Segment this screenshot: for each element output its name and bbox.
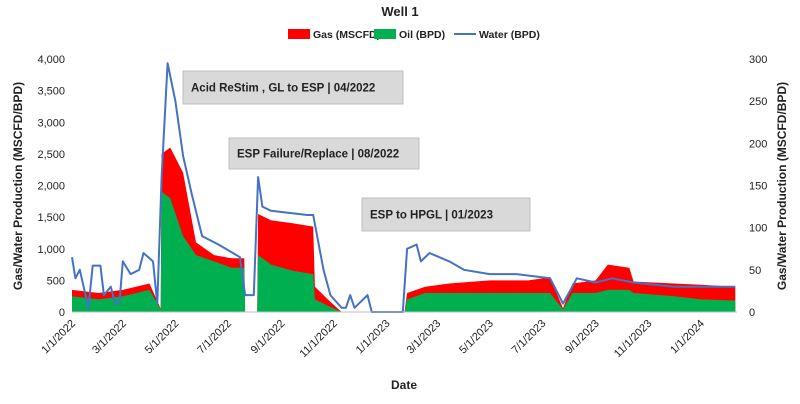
y-left-tick-label: 2,500 bbox=[37, 149, 65, 161]
y-right-tick-label: 300 bbox=[749, 54, 767, 66]
x-tick-label: 3/1/2023 bbox=[405, 318, 444, 357]
y-axis-right-ticks: 0 50 100 150 200 250 300 bbox=[749, 54, 767, 319]
y-left-tick-label: 3,500 bbox=[37, 86, 65, 98]
x-tick-label: 1/1/2023 bbox=[354, 318, 393, 357]
legend-label-water: Water (BPD) bbox=[479, 29, 540, 41]
y-left-tick-label: 1,500 bbox=[37, 212, 65, 224]
x-tick-label: 1/1/2024 bbox=[668, 318, 707, 357]
y-axis-right-title: Gas/Water Production (MSCFD/BPD) bbox=[775, 82, 789, 290]
y-left-tick-label: 3,000 bbox=[37, 117, 65, 129]
y-axis-left-ticks: 0 500 1,000 1,500 2,000 2,500 3,000 3,500 4,000 bbox=[37, 54, 65, 319]
x-axis-title: Date bbox=[391, 378, 417, 392]
annotation-box bbox=[361, 197, 531, 232]
x-tick-label: 7/1/2022 bbox=[195, 318, 234, 357]
annotation-label: Acid ReStim , GL to ESP | 04/2022 bbox=[191, 83, 375, 95]
x-tick-label: 1/1/2022 bbox=[39, 318, 78, 357]
legend-label-oil: Oil (BPD) bbox=[399, 29, 445, 41]
y-right-tick-label: 200 bbox=[749, 138, 767, 150]
legend-label-gas: Gas (MSCFD) bbox=[313, 29, 380, 41]
x-tick-label: 11/1/2022 bbox=[297, 318, 340, 361]
x-tick-label: 9/1/2022 bbox=[249, 318, 288, 357]
y-left-tick-label: 0 bbox=[59, 307, 65, 319]
y-right-tick-label: 250 bbox=[749, 96, 767, 108]
annotation-3: ESP to HPGL | 01/2023 bbox=[361, 197, 531, 232]
x-tick-label: 5/1/2022 bbox=[143, 318, 182, 357]
annotation-box bbox=[228, 137, 420, 170]
y-right-tick-label: 50 bbox=[749, 265, 761, 277]
x-tick-label: 9/1/2023 bbox=[563, 318, 602, 357]
y-left-tick-label: 4,000 bbox=[37, 54, 65, 66]
y-left-tick-label: 1,000 bbox=[37, 244, 65, 256]
y-left-tick-label: 500 bbox=[47, 275, 65, 287]
legend: Gas (MSCFD) Oil (BPD) Water (BPD) bbox=[288, 29, 540, 41]
legend-swatch-oil bbox=[374, 29, 396, 39]
y-right-tick-label: 0 bbox=[749, 307, 755, 319]
legend-swatch-gas bbox=[288, 29, 310, 39]
x-tick-label: 7/1/2023 bbox=[510, 318, 549, 357]
annotation-2: ESP Failure/Replace | 08/2022 bbox=[228, 137, 420, 170]
y-right-tick-label: 150 bbox=[749, 181, 767, 193]
annotations: Acid ReStim , GL to ESP | 04/2022 ESP Fai… bbox=[182, 70, 531, 232]
x-tick-label: 5/1/2023 bbox=[457, 318, 496, 357]
series-line-water bbox=[71, 62, 736, 313]
annotation-1: Acid ReStim , GL to ESP | 04/2022 bbox=[182, 70, 404, 105]
annotation-box bbox=[182, 70, 404, 105]
annotation-label: ESP Failure/Replace | 08/2022 bbox=[237, 149, 399, 161]
plot-area bbox=[71, 62, 736, 313]
series-area-oil bbox=[72, 191, 736, 312]
annotation-label: ESP to HPGL | 01/2023 bbox=[370, 210, 493, 222]
y-axis-left-title: Gas/Water Production (MSCFD/BPD) bbox=[11, 82, 25, 290]
chart-title: Well 1 bbox=[381, 4, 418, 19]
y-right-tick-label: 100 bbox=[749, 223, 767, 235]
x-tick-label: 3/1/2022 bbox=[90, 318, 129, 357]
x-axis-ticks: 1/1/2022 3/1/2022 5/1/2022 7/1/2022 9/1/2022… bbox=[39, 318, 707, 361]
y-left-tick-label: 2,000 bbox=[37, 181, 65, 193]
x-tick-label: 11/1/2023 bbox=[612, 318, 655, 361]
